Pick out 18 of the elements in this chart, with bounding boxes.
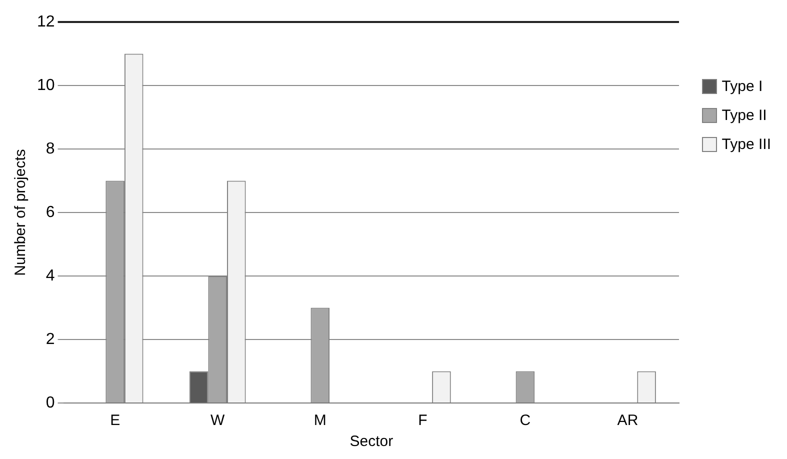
- y-axis-title: Number of projects: [12, 149, 30, 276]
- x-tick-label: AR: [617, 412, 638, 430]
- x-tick-label: M: [314, 412, 326, 430]
- y-tick-label: 0: [46, 394, 55, 412]
- y-tick-label: 2: [46, 330, 55, 348]
- legend-label: Type I: [722, 78, 763, 95]
- x-axis-title: Sector: [350, 433, 394, 450]
- y-tick-label: 12: [37, 13, 55, 30]
- y-tick-label: 6: [46, 204, 55, 221]
- x-tick-label: F: [418, 412, 428, 430]
- y-tick-label: 4: [46, 267, 55, 284]
- x-tick-label: C: [520, 412, 531, 430]
- x-tick-label: E: [110, 412, 120, 430]
- y-tick-label: 8: [46, 140, 55, 158]
- y-tick-label: 10: [37, 76, 55, 94]
- legend-label: Type II: [722, 107, 767, 124]
- x-tick-label: W: [210, 412, 226, 430]
- legend-label: Type III: [722, 136, 771, 153]
